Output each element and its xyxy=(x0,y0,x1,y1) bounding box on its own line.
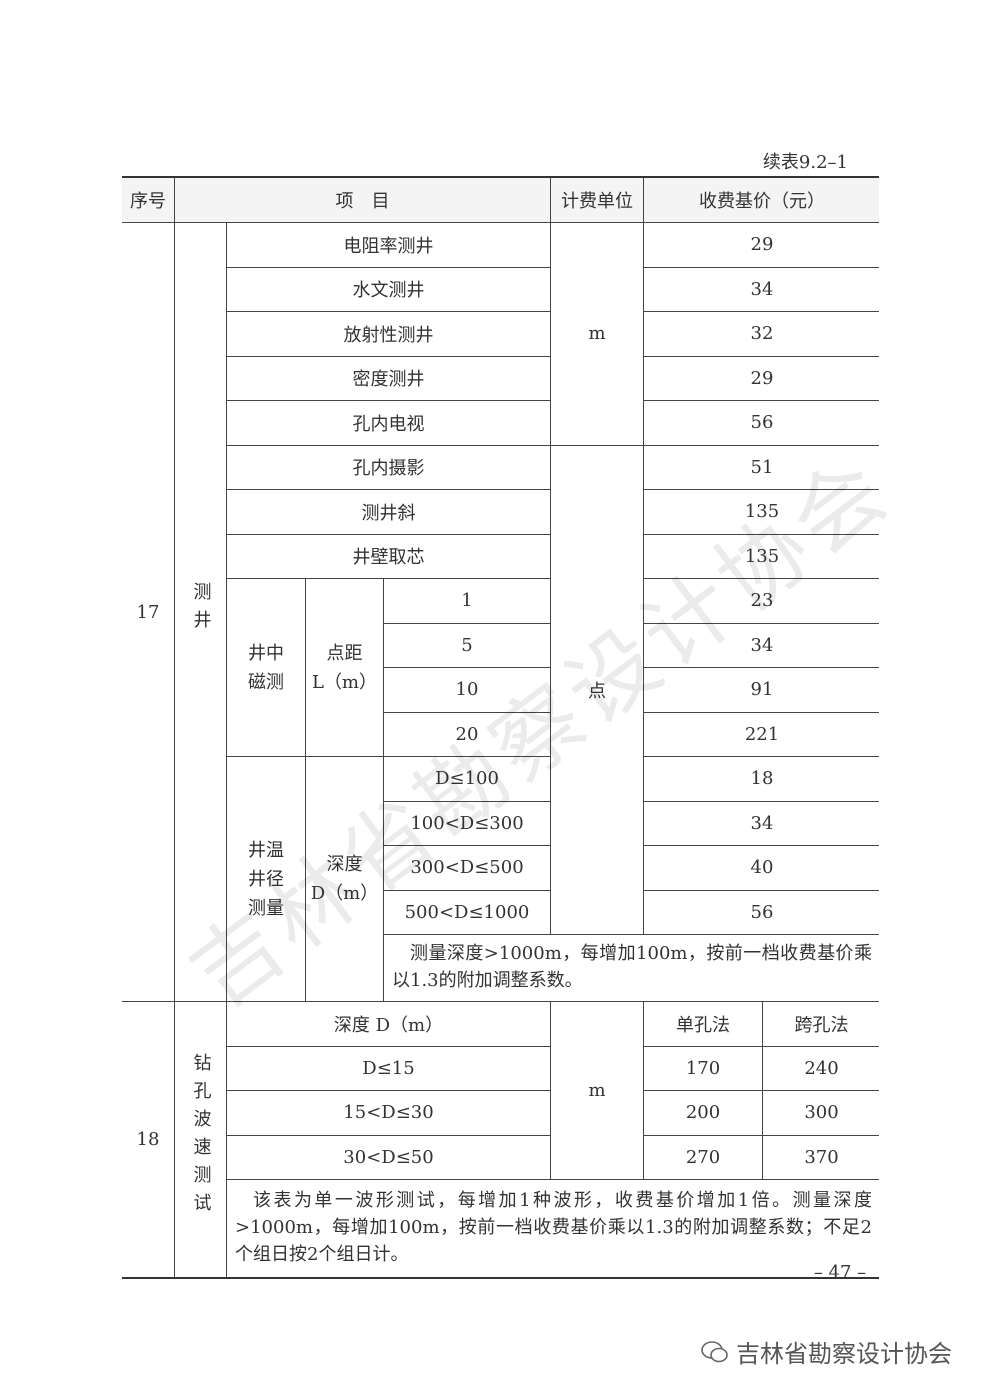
td: 收费基价（元） xyxy=(643,176,879,223)
table-row: 放射性测井 32 xyxy=(122,311,879,357)
range: 1 xyxy=(383,578,551,624)
row-number: 17 xyxy=(122,222,175,1002)
column-head: 深度 D（m） xyxy=(226,1001,551,1047)
table-row: 100<D≤300 34 xyxy=(122,800,879,846)
wechat-icon xyxy=(701,1340,728,1362)
range: D≤15 xyxy=(226,1045,551,1091)
price: 300 xyxy=(762,1090,879,1136)
table-row: 5 34 xyxy=(122,622,879,668)
table-row: 井中 磁测 点距 L（m） 1 23 xyxy=(122,578,879,757)
table-wrap: 序号 项 目 计费单位 收费基价（元） 17 测井 电阻率测井 m 29 水文测井 34 放射… xyxy=(122,176,879,1279)
group-name: 测井 xyxy=(174,222,227,1002)
note: 测量深度>1000m，每增加100m，按前一档收费基价乘以1.3的附加调整系数。 xyxy=(383,934,879,1002)
td: 计费单位 xyxy=(550,176,644,223)
range: D≤100 xyxy=(383,756,551,802)
price: 29 xyxy=(643,222,879,268)
table-row: 测量深度>1000m，每增加100m，按前一档收费基价乘以1.3的附加调整系数。 xyxy=(122,934,879,1002)
range: 20 xyxy=(383,711,551,757)
price: 370 xyxy=(762,1134,879,1180)
range: 5 xyxy=(383,622,551,668)
parameter: 深度 D（m） xyxy=(305,756,384,1002)
vertical-text: 钻孔波速测试 xyxy=(190,1053,212,1221)
table-row: 水文测井 34 xyxy=(122,266,879,312)
price: 56 xyxy=(643,400,879,446)
sub-item: 井中 磁测 xyxy=(226,578,306,757)
table-row: D≤15 170 240 xyxy=(122,1045,879,1091)
tr: 序号 项 目 计费单位 收费基价（元） xyxy=(122,176,879,223)
table-row: 17 测井 电阻率测井 m 29 xyxy=(122,222,879,1002)
price: 221 xyxy=(643,711,879,757)
vertical-text: 测井 xyxy=(190,581,212,638)
unit: 点 xyxy=(550,444,644,935)
range: 10 xyxy=(383,667,551,713)
unit: m xyxy=(550,222,644,446)
price: 170 xyxy=(643,1045,763,1091)
unit: m xyxy=(550,1001,644,1180)
table-row: 孔内电视 56 xyxy=(122,400,879,446)
price: 34 xyxy=(643,800,879,846)
table-row: 20 221 xyxy=(122,711,879,757)
td: 序号 xyxy=(122,176,175,223)
table-row: 密度测井 29 xyxy=(122,355,879,401)
item-name: 密度测井 xyxy=(226,355,551,401)
fee-table: 序号 项 目 计费单位 收费基价（元） 17 测井 电阻率测井 m 29 水文测井 34 放射… xyxy=(122,176,879,1279)
table-row: 10 91 xyxy=(122,667,879,713)
table-caption: 续表9.2–1 xyxy=(762,152,848,173)
range: 30<D≤50 xyxy=(226,1134,551,1180)
group-name: 钻孔波速测试 xyxy=(174,1001,227,1279)
footer: 吉林省勘察设计协会 xyxy=(700,1334,952,1369)
table-row: 500<D≤1000 56 xyxy=(122,889,879,935)
table-row: 测井斜 135 xyxy=(122,489,879,535)
price: 91 xyxy=(643,667,879,713)
item-name: 井壁取芯 xyxy=(226,533,551,579)
price: 51 xyxy=(643,444,879,490)
table-body: 序号 项 目 计费单位 收费基价（元） 17 测井 电阻率测井 m 29 水文测井 34 放射… xyxy=(122,176,879,1279)
price: 18 xyxy=(643,756,879,802)
table-row: 30<D≤50 270 370 xyxy=(122,1134,879,1180)
parameter: 点距 L（m） xyxy=(305,578,384,757)
note: 该表为单一波形测试，每增加1种波形，收费基价增加1倍。测量深度>1000m，每增… xyxy=(226,1179,879,1279)
td: 项 目 xyxy=(174,176,551,223)
page-number: – 47 – xyxy=(813,1262,867,1283)
range: 500<D≤1000 xyxy=(383,889,551,935)
table-row: 该表为单一波形测试，每增加1种波形，收费基价增加1倍。测量深度>1000m，每增… xyxy=(122,1179,879,1279)
table-row: 18 钻孔波速测试 深度 D（m） m 单孔法 跨孔法 xyxy=(122,1001,879,1279)
item-name: 放射性测井 xyxy=(226,311,551,357)
price: 32 xyxy=(643,311,879,357)
price: 240 xyxy=(762,1045,879,1091)
footer-text: 吉林省勘察设计协会 xyxy=(736,1340,952,1368)
range: 15<D≤30 xyxy=(226,1090,551,1136)
price: 29 xyxy=(643,355,879,401)
price: 200 xyxy=(643,1090,763,1136)
item-name: 孔内摄影 xyxy=(226,444,551,490)
table-row: 300<D≤500 40 xyxy=(122,845,879,891)
range: 100<D≤300 xyxy=(383,800,551,846)
sub-item: 井温 井径 测量 xyxy=(226,756,306,1002)
price: 56 xyxy=(643,889,879,935)
item-name: 水文测井 xyxy=(226,266,551,312)
column-head: 跨孔法 xyxy=(762,1001,879,1047)
item-name: 孔内电视 xyxy=(226,400,551,446)
table-row: 井温 井径 测量 深度 D（m） D≤100 18 xyxy=(122,756,879,1002)
item-name: 电阻率测井 xyxy=(226,222,551,268)
price: 34 xyxy=(643,622,879,668)
row-number: 18 xyxy=(122,1001,175,1279)
column-head: 单孔法 xyxy=(643,1001,763,1047)
price: 135 xyxy=(643,489,879,535)
table-row: 15<D≤30 200 300 xyxy=(122,1090,879,1136)
item-name: 测井斜 xyxy=(226,489,551,535)
table-row: 井壁取芯 135 xyxy=(122,533,879,579)
price: 270 xyxy=(643,1134,763,1180)
price: 34 xyxy=(643,266,879,312)
price: 135 xyxy=(643,533,879,579)
price: 40 xyxy=(643,845,879,891)
price: 23 xyxy=(643,578,879,624)
table-row: 孔内摄影点 51 xyxy=(122,444,879,935)
range: 300<D≤500 xyxy=(383,845,551,891)
